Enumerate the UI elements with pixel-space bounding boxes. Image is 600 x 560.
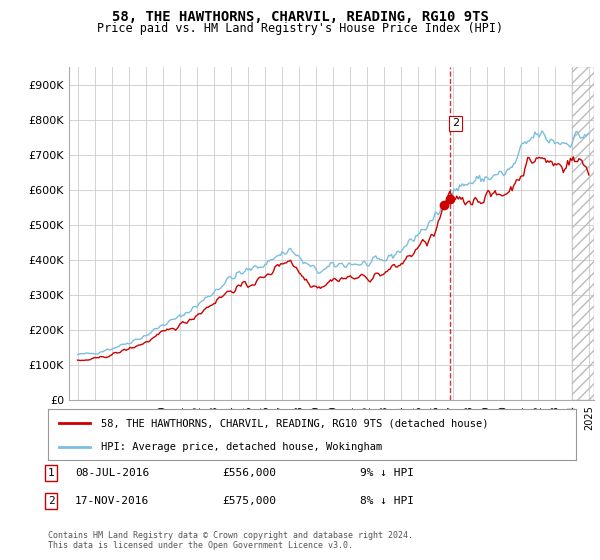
Text: 08-JUL-2016: 08-JUL-2016 [75, 468, 149, 478]
Text: 1: 1 [47, 468, 55, 478]
Text: HPI: Average price, detached house, Wokingham: HPI: Average price, detached house, Woki… [101, 442, 382, 452]
Text: 2: 2 [452, 118, 459, 128]
Text: 58, THE HAWTHORNS, CHARVIL, READING, RG10 9TS: 58, THE HAWTHORNS, CHARVIL, READING, RG1… [112, 10, 488, 24]
Text: £556,000: £556,000 [222, 468, 276, 478]
Text: 8% ↓ HPI: 8% ↓ HPI [360, 496, 414, 506]
Text: 58, THE HAWTHORNS, CHARVIL, READING, RG10 9TS (detached house): 58, THE HAWTHORNS, CHARVIL, READING, RG1… [101, 418, 488, 428]
Text: Contains HM Land Registry data © Crown copyright and database right 2024.
This d: Contains HM Land Registry data © Crown c… [48, 531, 413, 550]
Text: 2: 2 [47, 496, 55, 506]
Text: £575,000: £575,000 [222, 496, 276, 506]
Text: 9% ↓ HPI: 9% ↓ HPI [360, 468, 414, 478]
Text: 17-NOV-2016: 17-NOV-2016 [75, 496, 149, 506]
Text: Price paid vs. HM Land Registry's House Price Index (HPI): Price paid vs. HM Land Registry's House … [97, 22, 503, 35]
